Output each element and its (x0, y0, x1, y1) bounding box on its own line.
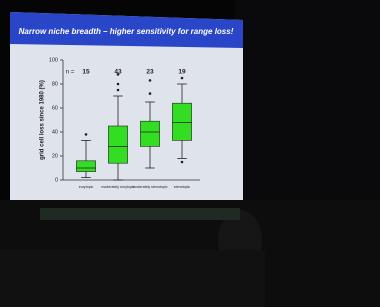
box (76, 161, 95, 172)
y-axis-label: grid cell loss since 1980 (%) (40, 80, 46, 160)
outlier (149, 79, 152, 82)
x-tick-label: moderately eurytopic (101, 185, 135, 189)
outlier (181, 161, 184, 164)
seats (0, 250, 265, 307)
y-tick-label: 20 (52, 153, 58, 159)
outlier (117, 83, 120, 86)
n-label: n = (66, 70, 75, 76)
box (172, 103, 191, 140)
desk (40, 208, 240, 220)
y-tick-label: 60 (52, 105, 58, 111)
x-tick-label: stenotopic (174, 185, 191, 189)
y-tick-label: 0 (55, 177, 58, 183)
y-tick-label: 100 (49, 57, 58, 63)
count-label: 19 (178, 69, 186, 76)
outlier (85, 133, 88, 136)
x-tick-label: eurytopic (79, 185, 94, 189)
outlier (181, 77, 184, 80)
y-tick-label: 40 (52, 129, 58, 135)
outlier (149, 92, 152, 95)
box (140, 121, 159, 146)
outlier (117, 89, 120, 92)
count-label: 15 (82, 69, 90, 76)
outlier (117, 73, 120, 76)
x-tick-label: moderately stenotopic (132, 185, 167, 189)
y-tick-label: 80 (52, 81, 58, 87)
count-label: 23 (146, 69, 154, 76)
slide-title: Narrow niche breadth – higher sensitivit… (19, 27, 234, 36)
box (108, 126, 127, 163)
photo: Narrow niche breadth – higher sensitivit… (0, 0, 380, 307)
